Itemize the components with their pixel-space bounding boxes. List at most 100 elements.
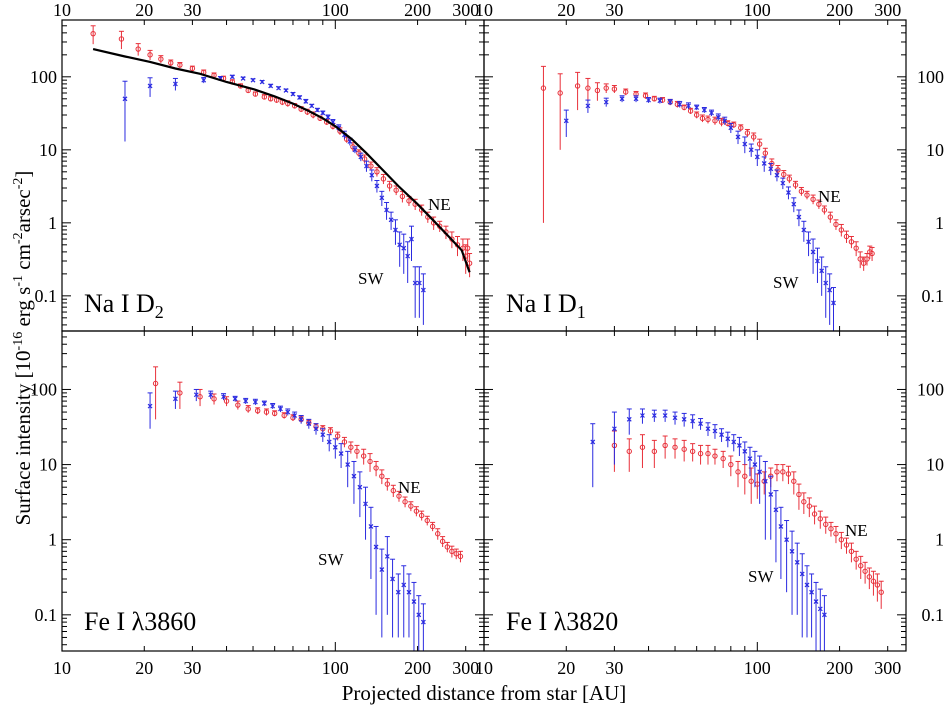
data-point bbox=[603, 97, 609, 107]
marker bbox=[681, 416, 687, 422]
marker bbox=[364, 163, 369, 169]
x-tick-label: 20 bbox=[135, 658, 153, 678]
marker bbox=[728, 125, 734, 131]
data-point bbox=[435, 528, 441, 540]
marker bbox=[752, 462, 758, 468]
marker bbox=[657, 98, 663, 104]
data-point bbox=[712, 116, 718, 125]
data-point bbox=[633, 95, 639, 103]
data-point bbox=[784, 520, 790, 593]
data-point bbox=[806, 231, 812, 257]
marker bbox=[320, 110, 326, 116]
marker bbox=[619, 96, 625, 102]
marker bbox=[817, 606, 823, 612]
data-point bbox=[619, 95, 625, 103]
data-point bbox=[819, 256, 825, 296]
marker bbox=[223, 398, 230, 404]
marker bbox=[701, 107, 707, 113]
marker bbox=[728, 461, 734, 468]
marker bbox=[858, 563, 864, 569]
marker bbox=[267, 96, 274, 102]
data-point bbox=[780, 464, 786, 482]
marker bbox=[261, 401, 267, 406]
data-point bbox=[662, 409, 668, 422]
marker bbox=[379, 473, 385, 479]
data-point bbox=[681, 439, 687, 462]
data-point bbox=[341, 436, 348, 448]
marker bbox=[672, 415, 678, 421]
marker bbox=[395, 589, 401, 595]
marker bbox=[135, 46, 141, 52]
marker bbox=[756, 141, 763, 147]
data-point bbox=[270, 403, 276, 409]
data-point bbox=[789, 530, 795, 615]
marker bbox=[719, 432, 724, 438]
marker bbox=[699, 115, 706, 122]
data-point bbox=[853, 241, 859, 257]
marker bbox=[388, 217, 394, 223]
marker bbox=[838, 537, 845, 543]
x-tick-label: 20 bbox=[557, 658, 575, 678]
data-point bbox=[698, 418, 704, 430]
marker bbox=[585, 85, 591, 91]
data-point bbox=[843, 230, 850, 243]
marker bbox=[722, 118, 728, 124]
marker bbox=[464, 245, 471, 251]
marker bbox=[373, 465, 379, 471]
data-point bbox=[806, 497, 813, 518]
data-point bbox=[801, 492, 807, 514]
data-point bbox=[271, 410, 278, 417]
marker bbox=[399, 193, 406, 200]
marker bbox=[780, 180, 786, 186]
marker bbox=[416, 280, 422, 286]
data-point bbox=[799, 553, 805, 638]
x-tick-label: 10 bbox=[475, 658, 493, 678]
y-tick-label: 10 bbox=[39, 455, 57, 475]
marker bbox=[557, 90, 563, 96]
marker bbox=[341, 439, 348, 445]
data-point bbox=[681, 412, 687, 427]
marker bbox=[791, 201, 797, 207]
marker bbox=[870, 578, 877, 584]
series-sw bbox=[590, 408, 827, 651]
marker bbox=[827, 287, 833, 293]
marker bbox=[748, 147, 754, 153]
marker bbox=[810, 249, 816, 255]
panel-frame bbox=[483, 19, 907, 332]
data-point bbox=[232, 395, 238, 402]
data-point bbox=[804, 565, 810, 638]
marker bbox=[786, 190, 791, 195]
x-axis-label: Projected distance from star [AU] bbox=[342, 681, 627, 705]
data-point bbox=[283, 88, 289, 93]
marker bbox=[626, 448, 632, 455]
y-axis-label: Surface intensity [10-16 erg s-1 cm-2ars… bbox=[11, 171, 35, 526]
data-point bbox=[681, 104, 687, 111]
data-point bbox=[386, 180, 393, 192]
data-point bbox=[147, 77, 153, 97]
data-point bbox=[147, 49, 153, 60]
x-tick-label: 200 bbox=[404, 0, 431, 20]
data-point bbox=[557, 73, 563, 150]
marker bbox=[449, 548, 455, 555]
marker bbox=[736, 442, 742, 448]
data-point bbox=[252, 398, 258, 406]
marker bbox=[540, 85, 547, 91]
data-point bbox=[742, 464, 748, 495]
marker bbox=[742, 448, 748, 454]
data-point bbox=[843, 537, 850, 554]
data-point bbox=[712, 448, 718, 465]
data-point bbox=[690, 414, 696, 429]
marker bbox=[397, 242, 403, 248]
data-point bbox=[590, 423, 596, 488]
data-point bbox=[201, 76, 207, 84]
marker bbox=[313, 426, 319, 432]
marker bbox=[640, 413, 645, 418]
marker bbox=[221, 394, 226, 400]
data-point bbox=[250, 77, 256, 83]
data-point bbox=[798, 186, 805, 196]
data-point bbox=[833, 219, 839, 230]
marker bbox=[412, 280, 418, 286]
data-point bbox=[360, 448, 367, 465]
x-tick-label: 30 bbox=[605, 658, 623, 678]
data-point bbox=[768, 475, 774, 540]
